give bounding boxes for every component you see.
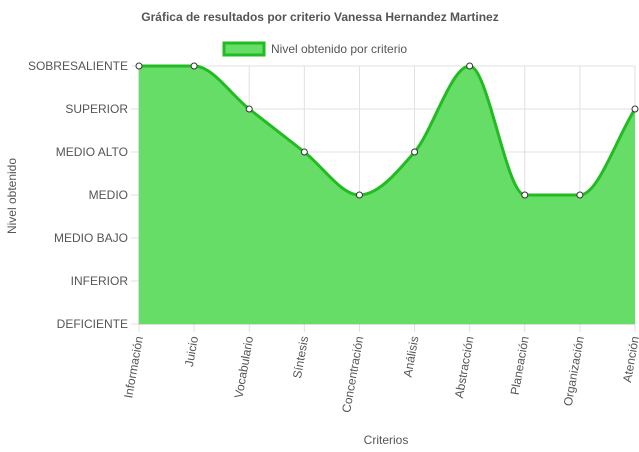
- x-axis-title: Criterios: [364, 433, 409, 447]
- series-line: [139, 64, 637, 197]
- y-tick-label: MEDIO ALTO: [56, 145, 128, 159]
- x-tick-label: Vocabulario: [231, 335, 256, 400]
- x-tick-label: Organización: [561, 335, 587, 407]
- y-tick-label: SUPERIOR: [65, 102, 128, 116]
- series-area: [139, 66, 635, 324]
- legend[interactable]: Nivel obtenido por criterio: [222, 41, 407, 57]
- x-tick-label: Atención: [620, 335, 639, 383]
- y-axis-title: Nivel obtenido: [5, 158, 19, 234]
- data-point: [466, 62, 474, 70]
- y-tick-label: DEFICIENTE: [57, 317, 128, 331]
- y-tick-label: MEDIO: [89, 188, 128, 202]
- data-point: [135, 62, 143, 70]
- x-tick-label: Información: [121, 335, 146, 399]
- data-points: [135, 62, 639, 199]
- chart-title: Gráfica de resultados por criterio Vanes…: [141, 10, 498, 24]
- x-tick-label: Síntesis: [290, 335, 311, 379]
- area-layer: [139, 64, 637, 324]
- y-tick-label: MEDIO BAJO: [54, 231, 128, 245]
- data-point: [576, 191, 584, 199]
- x-tick-label: Abstracción: [452, 335, 477, 399]
- data-point: [521, 191, 529, 199]
- data-point: [355, 191, 363, 199]
- legend-swatch: [222, 41, 266, 57]
- data-point: [245, 105, 253, 113]
- x-tick-label: Juicio: [182, 335, 201, 368]
- data-point: [190, 62, 198, 70]
- x-tick-labels: Información Juicio Vocabulario Síntesis Conc…: [121, 335, 639, 414]
- data-point: [631, 105, 639, 113]
- data-point: [411, 148, 419, 156]
- legend-label: Nivel obtenido por criterio: [271, 42, 407, 56]
- x-tick-label: Análisis: [401, 335, 422, 378]
- x-tick-label: Concentración: [339, 335, 366, 414]
- x-tick-label: Planeación: [508, 335, 532, 396]
- y-tick-labels: DEFICIENTE INFERIOR MEDIO BAJO MEDIO MEDIO A…: [28, 59, 128, 331]
- y-tick-label: INFERIOR: [71, 274, 129, 288]
- y-tick-label: SOBRESALIENTE: [28, 59, 128, 73]
- data-point: [300, 148, 308, 156]
